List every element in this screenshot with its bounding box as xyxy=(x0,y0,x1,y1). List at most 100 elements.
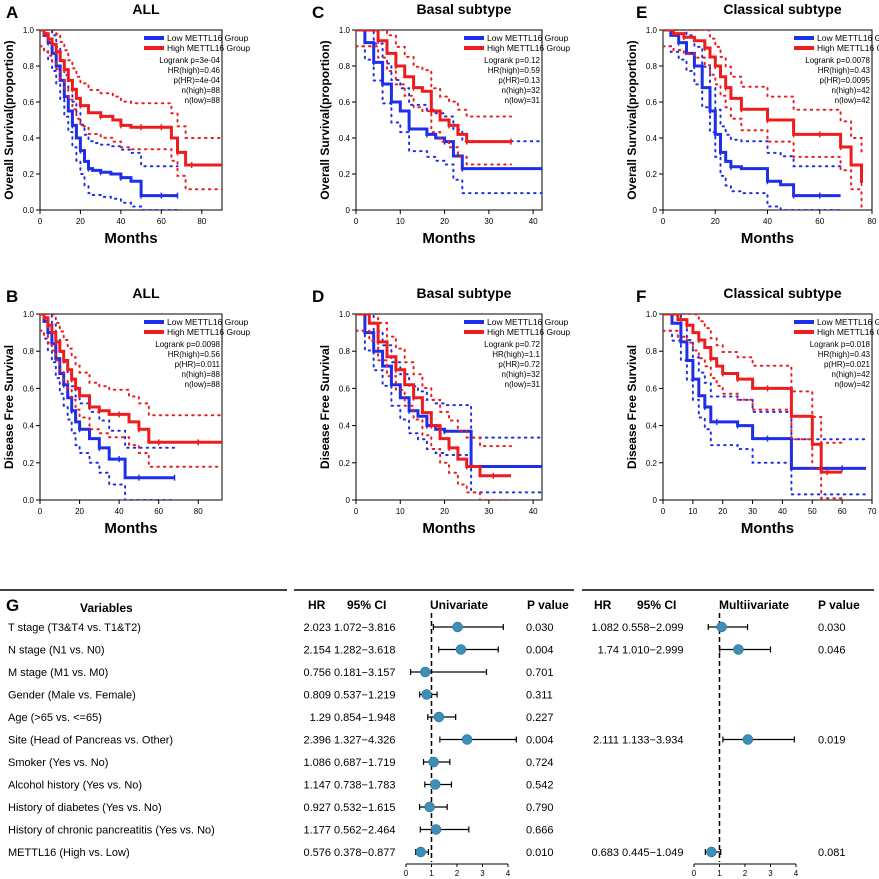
row-variable: T stage (T3&T4 vs. T1&T2) xyxy=(8,622,141,634)
x-tick-label: 0 xyxy=(661,217,666,226)
x-tick-label: 40 xyxy=(115,507,124,516)
row-variable: METTL16 (High vs. Low) xyxy=(8,847,130,859)
survival-curve xyxy=(663,30,863,183)
ci-upper-line xyxy=(356,314,512,448)
row-hr: 2.111 xyxy=(593,735,619,747)
series-low xyxy=(356,30,542,195)
row-ci: 0.378−0.877 xyxy=(334,847,395,859)
stat-label: p(HR)=0.011 xyxy=(175,360,221,369)
stat-label: HR(high)=1.1 xyxy=(492,350,540,359)
legend-label: Low METTL16 Group xyxy=(817,33,879,43)
header-ci: 95% CI xyxy=(347,598,386,612)
y-tick-label: 0.8 xyxy=(339,347,351,356)
x-tick-label: 10 xyxy=(396,217,405,226)
row-ci: 0.558−2.099 xyxy=(622,622,683,634)
panel-title: Basal subtype xyxy=(417,1,512,17)
series-high xyxy=(663,314,844,500)
y-tick-label: 1.0 xyxy=(646,310,658,319)
x-axis-label: Months xyxy=(104,230,157,247)
stat-label: n(high)=32 xyxy=(502,86,541,95)
ci-lower-line xyxy=(356,45,512,166)
y-axis-label: Overall Survival(proportion) xyxy=(625,40,639,199)
x-tick-label: 30 xyxy=(748,507,757,516)
panel-letter: G xyxy=(6,596,19,615)
x-tick-label: 10 xyxy=(396,507,405,516)
y-tick-label: 0.0 xyxy=(23,496,35,505)
y-tick-label: 1.0 xyxy=(23,26,35,35)
y-tick-label: 0.4 xyxy=(339,422,351,431)
row-pvalue: 0.701 xyxy=(526,667,554,679)
stat-label: Logrank p=0.018 xyxy=(810,340,871,349)
stat-label: n(low)=42 xyxy=(835,96,871,105)
stat-label: p(HR)=4e-04 xyxy=(174,76,221,85)
ci-lower-line xyxy=(356,45,542,195)
x-tick-label: 20 xyxy=(75,507,84,516)
x-axis-label: Months xyxy=(422,230,475,247)
x-tick-label: 0 xyxy=(38,507,43,516)
stat-label: n(high)=88 xyxy=(182,370,221,379)
stat-label: Logrank p=3e-04 xyxy=(159,56,220,65)
row-variable: Gender (Male vs. Female) xyxy=(8,690,136,702)
x-tick-label: 40 xyxy=(529,217,538,226)
y-tick-label: 0.6 xyxy=(339,98,351,107)
series-high xyxy=(356,30,512,166)
row-pvalue: 0.010 xyxy=(526,847,554,859)
hr-point xyxy=(415,846,426,858)
km-panel-b: B ALL 0.0 0.2 0.4 0.6 0.8 1.0 0 20 40 60 80 Months Dis… xyxy=(2,285,250,537)
row-hr: 1.082 xyxy=(591,622,619,634)
stat-label: HR(high)=0.59 xyxy=(488,66,541,75)
row-variable: Alcohol history (Yes vs. No) xyxy=(8,780,142,792)
x-tick-label: 10 xyxy=(688,507,697,516)
ci-upper-line xyxy=(356,30,542,143)
y-tick-label: 0.6 xyxy=(646,384,658,393)
y-tick-label: 1.0 xyxy=(23,310,35,319)
x-tick-label: 4 xyxy=(794,869,799,878)
y-tick-label: 0.2 xyxy=(23,459,35,468)
y-tick-label: 0.0 xyxy=(23,206,35,215)
x-tick-label: 0 xyxy=(354,217,359,226)
stat-label: Logrank p=0.72 xyxy=(484,340,540,349)
legend-label: High METTL16 Group xyxy=(167,43,250,53)
ci-upper-line xyxy=(663,30,842,168)
ci-upper-line xyxy=(40,314,176,449)
x-tick-label: 60 xyxy=(157,217,166,226)
row-hr: 2.023 xyxy=(303,622,331,634)
series-high xyxy=(40,314,222,468)
km-panel-c: C Basal subtype 0 0.2 0.4 0.6 0.8 1.0 0 10 20 30 40 M… xyxy=(312,1,570,247)
x-tick-label: 3 xyxy=(480,869,485,878)
x-tick-label: 2 xyxy=(743,869,748,878)
panel-letter: A xyxy=(6,3,18,22)
row-hr: 0.809 xyxy=(303,690,331,702)
stat-label: n(low)=31 xyxy=(505,96,541,105)
x-tick-label: 40 xyxy=(116,217,125,226)
row-variable: History of diabetes (Yes vs. No) xyxy=(8,802,162,814)
panel-letter: C xyxy=(312,3,324,22)
stat-label: p(HR)=0.0095 xyxy=(820,76,871,85)
y-tick-label: 0 xyxy=(653,206,658,215)
stat-label: HR(high)=0.43 xyxy=(818,350,871,359)
y-tick-label: 0.8 xyxy=(339,62,351,71)
row-hr: 1.29 xyxy=(310,712,331,724)
ci-lower-line xyxy=(663,45,863,210)
y-axis-label: Overall Survival(proportion) xyxy=(318,40,332,199)
ci-upper-line xyxy=(663,314,844,444)
survival-curve xyxy=(356,30,542,171)
x-tick-label: 50 xyxy=(808,507,817,516)
hr-point xyxy=(455,644,467,655)
row-ci: 0.537−1.219 xyxy=(334,690,395,702)
y-tick-label: 0.6 xyxy=(23,98,35,107)
row-pvalue: 0.311 xyxy=(526,690,553,702)
stat-label: n(low)=88 xyxy=(185,96,221,105)
y-tick-label: 0.4 xyxy=(23,134,35,143)
row-pvalue: 0.046 xyxy=(818,645,846,657)
forest-panel: G Variables HR 95% CI Univariate P value HR 95%… xyxy=(0,589,874,878)
row-hr: 1.74 xyxy=(598,645,619,657)
row-variable: M stage (M1 vs. M0) xyxy=(8,667,108,679)
y-tick-label: 0.2 xyxy=(339,170,351,179)
legend-label: High METTL16 Group xyxy=(487,327,570,337)
stat-label: n(low)=31 xyxy=(505,380,541,389)
series-high xyxy=(356,314,512,500)
stat-label: n(low)=88 xyxy=(185,380,221,389)
x-tick-label: 1 xyxy=(717,869,722,878)
x-tick-label: 30 xyxy=(484,217,493,226)
